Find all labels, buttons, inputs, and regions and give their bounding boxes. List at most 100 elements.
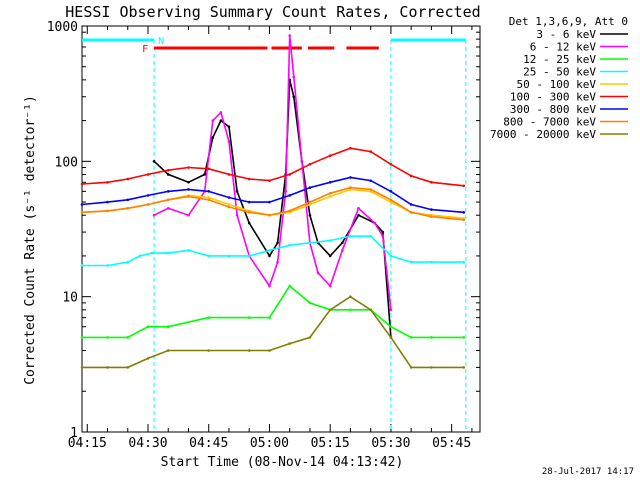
y-axis-label: Corrected Count Rate (s⁻¹ detector⁻¹) xyxy=(23,95,38,385)
data-point xyxy=(247,200,251,204)
data-point xyxy=(328,239,332,242)
data-point xyxy=(106,209,109,213)
data-point xyxy=(389,336,393,339)
data-point xyxy=(462,366,466,369)
data-point xyxy=(288,34,292,37)
series-line xyxy=(81,147,464,187)
data-point xyxy=(308,336,312,339)
data-point xyxy=(126,198,130,202)
data-point xyxy=(106,366,109,369)
data-point xyxy=(207,167,211,171)
data-point xyxy=(187,188,190,191)
series-line xyxy=(82,235,464,267)
data-point xyxy=(247,316,251,319)
data-point xyxy=(80,366,84,369)
data-point xyxy=(187,166,190,169)
data-point xyxy=(328,254,332,258)
data-point xyxy=(349,234,352,238)
data-point xyxy=(341,241,344,245)
data-point xyxy=(268,316,271,319)
data-point xyxy=(430,260,433,264)
data-point xyxy=(247,221,251,225)
y-tick-label: 100 xyxy=(55,155,78,170)
x-tick-label: 05:45 xyxy=(432,436,471,451)
data-point xyxy=(389,254,393,258)
data-point xyxy=(430,336,433,339)
chart-title: HESSI Observing Summary Count Rates, Cor… xyxy=(65,3,480,21)
data-point xyxy=(207,349,211,352)
flare-flag-label: F xyxy=(142,44,148,55)
data-point xyxy=(207,190,211,193)
data-point xyxy=(462,260,466,264)
data-point xyxy=(381,234,385,238)
data-point xyxy=(166,349,170,352)
data-point xyxy=(80,336,84,339)
data-point xyxy=(126,336,130,339)
data-point xyxy=(187,213,190,217)
data-point xyxy=(203,173,206,176)
data-point xyxy=(247,349,251,352)
data-point xyxy=(219,119,223,122)
legend-entry-label: 100 - 300 keV xyxy=(510,91,596,104)
data-point xyxy=(268,213,271,217)
data-point xyxy=(219,111,223,114)
data-point xyxy=(328,154,332,158)
data-point xyxy=(349,188,352,191)
data-point xyxy=(126,177,130,181)
data-point xyxy=(369,308,372,312)
x-axis-label: Start Time (08-Nov-14 04:13:42) xyxy=(161,455,404,470)
data-point xyxy=(328,192,332,195)
data-point xyxy=(187,195,190,198)
data-point xyxy=(207,196,211,199)
data-point xyxy=(166,190,170,193)
data-point xyxy=(146,173,150,176)
legend-entry-label: 12 - 25 keV xyxy=(523,53,596,66)
data-point xyxy=(138,254,142,258)
data-point xyxy=(227,205,231,209)
series-line xyxy=(153,79,392,338)
data-point xyxy=(369,150,372,153)
data-point xyxy=(187,180,190,184)
data-point xyxy=(328,195,332,198)
footer-date: 28-Jul-2017 14:17 xyxy=(542,467,634,477)
data-point xyxy=(106,200,109,204)
data-point xyxy=(227,254,231,258)
data-point xyxy=(152,213,156,217)
data-point xyxy=(308,203,312,206)
data-point xyxy=(349,295,352,298)
data-point xyxy=(247,177,251,181)
data-point xyxy=(126,206,130,210)
data-point xyxy=(389,163,393,166)
data-point xyxy=(308,163,312,166)
data-point xyxy=(146,194,150,197)
data-point xyxy=(146,203,150,206)
data-point xyxy=(349,146,352,150)
legend-entry-label: 300 - 800 keV xyxy=(510,103,596,116)
data-point xyxy=(373,221,377,225)
data-point xyxy=(409,336,413,339)
data-point xyxy=(166,168,170,172)
data-point xyxy=(308,200,312,204)
data-point xyxy=(292,75,296,79)
data-point xyxy=(462,218,466,222)
data-point xyxy=(381,230,385,234)
data-point xyxy=(268,254,271,258)
plot-area: 04:15 04:30 04:45 05:00 05:15 05:30 05:45 1 10 10… xyxy=(47,20,481,451)
data-point xyxy=(308,301,312,305)
data-point xyxy=(369,190,372,193)
data-point xyxy=(268,284,271,288)
data-point xyxy=(80,203,84,206)
data-point xyxy=(409,366,413,369)
data-point xyxy=(166,173,170,176)
data-point xyxy=(166,198,170,202)
data-point xyxy=(106,180,109,184)
data-point xyxy=(211,136,215,139)
data-point xyxy=(328,308,332,312)
x-tick-label: 05:30 xyxy=(371,436,410,451)
legend-entry-label: 6 - 12 keV xyxy=(530,41,597,54)
data-point xyxy=(308,241,312,245)
data-point xyxy=(211,119,215,122)
data-point xyxy=(462,211,466,214)
